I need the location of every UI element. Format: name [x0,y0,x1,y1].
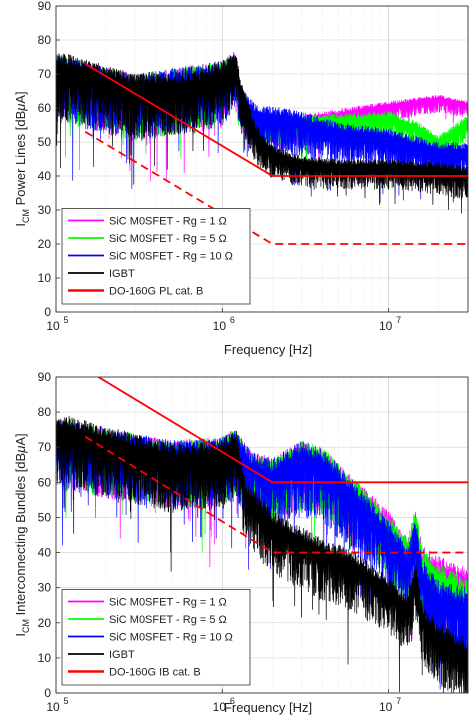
c1-xtick-exponent: 6 [230,696,235,706]
c0-series-3 [56,52,468,214]
c1-legend-label-0: SiC M0SFET - Rg = 1 Ω [109,597,227,609]
c0-xtick-label: 10 [46,319,60,333]
c1-ylabel-unit: A] [13,433,28,445]
c0-xtick-exponent: 7 [396,315,401,325]
c1-ytick-label-0: 0 [44,686,51,700]
c1-ytick-label-60: 60 [38,475,52,489]
c1-ytick-label-30: 30 [38,581,52,595]
c0-legend-label-4: DO-160G PL cat. B [109,286,203,298]
c0-axes-frame [55,5,469,313]
c1-ytick-label-50: 50 [38,510,52,524]
c1-xtick-exponent: 7 [396,696,401,706]
c0-ylabel: ICM Power Lines [dBμA] [13,91,31,226]
c1-ytick-label-70: 70 [38,440,52,454]
c0-ylabel-mu: μ [13,104,28,112]
c1-ylabel-sub: CM [21,619,31,633]
c1-ylabel-main: I [13,633,28,637]
c1-ytick-label-20: 20 [38,616,52,630]
c1-ytick-label-80: 80 [38,405,52,419]
c1-series-3 [56,415,468,693]
c1-xtick-exponent: 5 [63,696,68,706]
c0-legend: SiC M0SFET - Rg = 1 Ω SiC M0SFET - Rg = 5… [61,208,251,305]
c1-axes-frame [55,376,469,694]
c0-xtick-exponent: 6 [230,315,235,325]
c1-xlabel: Frequency [Hz] [224,700,312,715]
c0-ytick-label-70: 70 [38,67,52,81]
c1-legend-label-2: SiC M0SFET - Rg = 10 Ω [109,632,233,644]
c0-ytick-label-90: 90 [38,0,52,13]
c1-xtick-label: 10 [379,700,393,714]
c0-ytick-label-60: 60 [38,101,52,115]
c0-ytick-label-10: 10 [38,271,52,285]
c1-xtick-label: 10 [46,700,60,714]
c0-ytick-label-20: 20 [38,237,52,251]
c1-series-group [56,377,468,693]
c0-legend-label-3: IGBT [109,268,135,280]
c0-legend-label-2: SiC M0SFET - Rg = 10 Ω [109,251,233,263]
c0-legend-label-0: SiC M0SFET - Rg = 1 Ω [109,216,227,228]
c0-xtick-label: 10 [213,319,227,333]
c0-ylabel-main: I [13,223,28,227]
c0-legend-label-1: SiC M0SFET - Rg = 5 Ω [109,233,227,245]
c0-ytick-label-30: 30 [38,203,52,217]
c0-ytick-label-50: 50 [38,135,52,149]
c1-ylabel: ICM Interconnecting Bundles [dBμA] [13,433,31,636]
c0-ytick-label-0: 0 [44,305,51,319]
c1-ytick-label-10: 10 [38,651,52,665]
c1-legend: SiC M0SFET - Rg = 1 Ω SiC M0SFET - Rg = 5… [61,589,251,686]
c0-limit-line-dashed [84,131,468,245]
c0-ylabel-unit: A] [13,91,28,103]
c1-legend-label-3: IGBT [109,649,135,661]
c0-xtick-label: 10 [379,319,393,333]
c1-legend-label-1: SiC M0SFET - Rg = 5 Ω [109,614,227,626]
c1-legend-label-4: DO-160G IB cat. B [109,667,201,679]
c1-xtick-label: 10 [213,700,227,714]
c1-ylabel-mu: μ [13,446,28,454]
c0-ylabel-sub: CM [21,209,31,223]
c1-limit-line-solid [97,377,468,484]
c0-ytick-label-80: 80 [38,33,52,47]
c0-ytick-label-40: 40 [38,169,52,183]
c0-xlabel: Frequency [Hz] [224,342,312,357]
c0-series-group [56,52,468,245]
c0-limit-line-solid [84,63,468,177]
c0-xtick-exponent: 5 [63,315,68,325]
c1-ytick-label-90: 90 [38,370,52,384]
c1-ylabel-text: Interconnecting Bundles [dB [13,453,28,619]
c0-ylabel-text: Power Lines [dB [13,111,28,209]
c1-ytick-label-40: 40 [38,546,52,560]
